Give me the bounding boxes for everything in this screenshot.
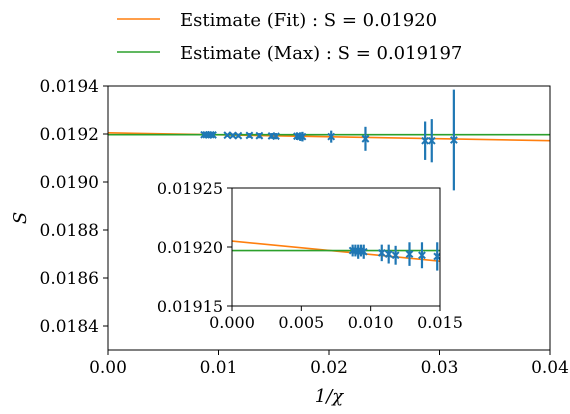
main-data-point [298, 132, 307, 141]
main-plot-area [108, 89, 550, 191]
main-data-point [209, 131, 217, 139]
main-y-tick-label: 0.0188 [40, 221, 99, 241]
main-y-tick-label: 0.0192 [40, 125, 99, 145]
main-data-point [327, 132, 336, 141]
inset-data-point [359, 247, 368, 256]
main-x-axis-label: 1/χ [315, 386, 345, 407]
inset-x-tick-label: 0.015 [417, 313, 463, 332]
main-x-tick-label: 0.01 [200, 358, 238, 378]
inset-plot-area [232, 240, 440, 271]
main-y-tick-label: 0.0190 [40, 173, 99, 193]
main-data-point [234, 131, 243, 140]
inset-data-point [405, 250, 414, 258]
inset-background [232, 188, 440, 306]
inset-data-point [377, 248, 386, 257]
legend-label-max: Estimate (Max) : S = 0.019197 [180, 43, 462, 64]
inset-data-point [384, 250, 393, 258]
main-y-axis-label: S [10, 212, 31, 224]
main-data-point [449, 136, 458, 144]
main-y-tick-label: 0.0184 [40, 317, 99, 337]
main-data-point [361, 134, 370, 143]
main-y-tick-label: 0.0194 [40, 77, 99, 97]
main-y-tick-label: 0.0186 [40, 269, 99, 289]
main-data-point [245, 131, 254, 140]
main-data-point [206, 130, 215, 139]
main-axes-frame [107, 85, 551, 351]
inset-axes: 0.000 0.005 0.010 0.015 0.019150.019200.019… [157, 179, 463, 332]
inset-data-point [391, 251, 400, 260]
legend: Estimate (Fit) : S = 0.01920 Estimate (M… [117, 10, 462, 64]
main-x-tick-label: 0.03 [421, 358, 459, 378]
legend-label-fit: Estimate (Fit) : S = 0.01920 [180, 10, 437, 31]
inset-y-tick-label: 0.01920 [157, 238, 223, 257]
inset-x-tick-label: 0.010 [348, 313, 394, 332]
main-x-tick-label: 0.02 [310, 358, 348, 378]
inset-x-ticks: 0.000 0.005 0.010 0.015 [209, 306, 463, 332]
main-x-ticks: 0.00 0.01 0.02 0.03 0.04 [89, 350, 569, 378]
main-data-point [427, 136, 436, 145]
inset-y-tick-label: 0.01925 [157, 179, 223, 198]
main-x-tick-label: 0.00 [89, 358, 127, 378]
inset-data-point [418, 251, 426, 260]
inset-data-point [433, 252, 440, 261]
main-data-point [421, 136, 430, 145]
main-axes: 0.00 0.01 0.02 0.03 0.04 0.01840.01860.01880… [10, 77, 569, 407]
main-x-tick-label: 0.04 [531, 358, 569, 378]
main-data-point [255, 131, 264, 140]
main-y-ticks: 0.0184 0.0186 0.0188 0.0190 0.0192 0.0194 [40, 77, 108, 337]
inset-x-tick-label: 0.000 [209, 313, 255, 332]
main-data-point [272, 132, 280, 141]
inset-y-tick-label: 0.01915 [157, 297, 223, 316]
inset-x-tick-label: 0.005 [278, 313, 324, 332]
inset-axes-frame [231, 187, 441, 307]
inset-y-ticks: 0.01915 0.01920 0.01925 [157, 179, 232, 316]
